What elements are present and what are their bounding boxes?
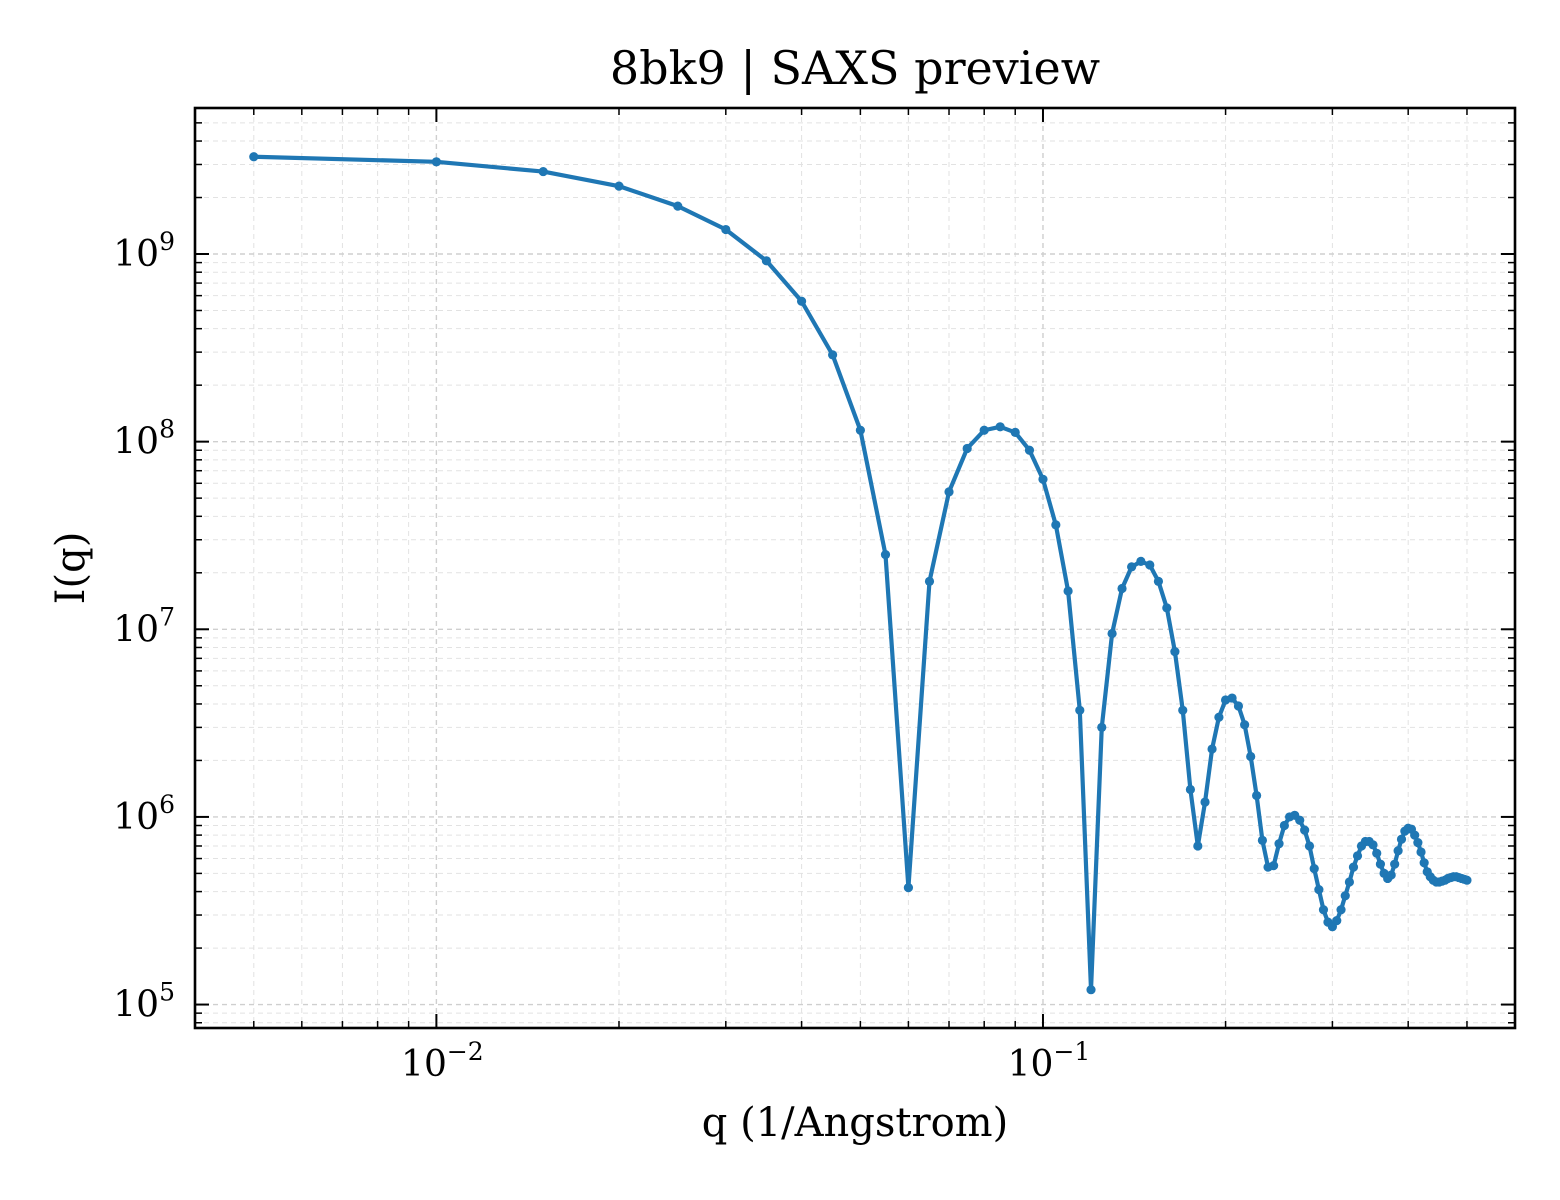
data-point bbox=[1269, 861, 1279, 871]
data-point bbox=[1348, 862, 1359, 872]
data-point bbox=[1413, 837, 1423, 848]
series-layer bbox=[249, 152, 1472, 995]
data-point bbox=[1390, 859, 1400, 869]
data-point bbox=[1086, 985, 1096, 995]
data-point bbox=[1075, 705, 1085, 715]
data-point bbox=[1295, 815, 1305, 825]
data-point bbox=[1419, 858, 1429, 868]
y-tick-label: 108 bbox=[113, 415, 175, 463]
data-point bbox=[1375, 859, 1386, 869]
series-line bbox=[253, 154, 1468, 992]
data-point bbox=[1336, 905, 1346, 915]
data-point bbox=[1246, 751, 1256, 762]
data-point bbox=[1185, 784, 1195, 795]
data-point bbox=[761, 256, 772, 266]
data-point bbox=[1200, 797, 1210, 807]
x-axis-label: q (1/Angstrom) bbox=[702, 1100, 1008, 1146]
data-point bbox=[538, 166, 548, 177]
y-tick-label: 105 bbox=[113, 978, 175, 1026]
data-point bbox=[1257, 835, 1267, 845]
data-point bbox=[431, 157, 441, 167]
data-point bbox=[1396, 834, 1407, 844]
x-tick-label: 10−2 bbox=[401, 1037, 484, 1085]
data-point bbox=[979, 425, 989, 435]
data-point bbox=[924, 576, 935, 586]
data-point bbox=[1314, 884, 1324, 895]
data-point bbox=[796, 296, 807, 306]
y-tick-label: 106 bbox=[113, 790, 175, 838]
data-point bbox=[1240, 720, 1250, 730]
data-point bbox=[1279, 820, 1289, 831]
y-tick-label: 107 bbox=[113, 602, 175, 650]
data-point bbox=[855, 425, 865, 435]
data-point bbox=[1107, 628, 1117, 639]
data-point bbox=[1227, 693, 1237, 703]
data-point bbox=[1170, 647, 1180, 657]
data-point bbox=[1010, 427, 1020, 438]
data-point bbox=[1344, 877, 1354, 887]
plot-frame bbox=[193, 106, 1517, 1030]
data-point bbox=[673, 201, 683, 211]
data-point bbox=[1332, 916, 1342, 926]
y-axis-label: I(q) bbox=[48, 532, 94, 605]
chart-title: 8bk9 | SAXS preview bbox=[610, 41, 1100, 95]
data-point bbox=[1340, 891, 1350, 901]
data-point bbox=[1136, 556, 1146, 567]
data-point bbox=[880, 550, 891, 560]
data-point bbox=[1051, 520, 1061, 530]
data-point bbox=[1207, 744, 1217, 754]
y-tick-label: 109 bbox=[113, 227, 175, 275]
data-point bbox=[962, 443, 972, 454]
data-point bbox=[1178, 705, 1188, 715]
data-point bbox=[249, 152, 259, 162]
data-point bbox=[1274, 839, 1284, 849]
data-point bbox=[1127, 562, 1137, 572]
data-point bbox=[1097, 722, 1107, 732]
data-point bbox=[1416, 847, 1426, 857]
tick-labels: 10−2 10−1 105 106 107 108 109 bbox=[113, 227, 1090, 1085]
data-point bbox=[944, 487, 954, 497]
minor-grid bbox=[194, 107, 1515, 1028]
data-point bbox=[1304, 841, 1315, 851]
data-point bbox=[1117, 583, 1127, 594]
data-point bbox=[1309, 864, 1319, 874]
data-point bbox=[1352, 851, 1363, 861]
data-point bbox=[1233, 701, 1244, 711]
major-grid bbox=[195, 108, 1515, 1028]
data-point bbox=[1214, 712, 1224, 722]
data-point bbox=[1410, 830, 1420, 840]
data-point bbox=[1162, 603, 1172, 613]
data-point bbox=[721, 224, 731, 235]
data-point bbox=[1252, 790, 1262, 801]
data-point bbox=[1318, 905, 1329, 915]
data-point bbox=[995, 422, 1005, 432]
x-tick-label: 10−1 bbox=[1008, 1037, 1091, 1085]
data-point bbox=[1063, 586, 1073, 596]
data-point bbox=[1386, 870, 1396, 880]
data-point bbox=[1462, 875, 1472, 885]
data-point bbox=[1145, 560, 1155, 570]
data-point bbox=[1300, 825, 1310, 835]
data-point bbox=[828, 350, 838, 360]
data-point bbox=[1024, 445, 1035, 455]
data-point bbox=[1372, 848, 1382, 858]
data-point bbox=[1393, 846, 1403, 856]
data-point bbox=[903, 883, 914, 893]
data-point bbox=[1038, 474, 1048, 484]
data-point bbox=[1153, 576, 1164, 586]
data-point bbox=[614, 181, 624, 191]
data-point bbox=[1368, 840, 1378, 850]
data-point bbox=[1193, 841, 1203, 851]
axis-ticks bbox=[194, 107, 1515, 1028]
